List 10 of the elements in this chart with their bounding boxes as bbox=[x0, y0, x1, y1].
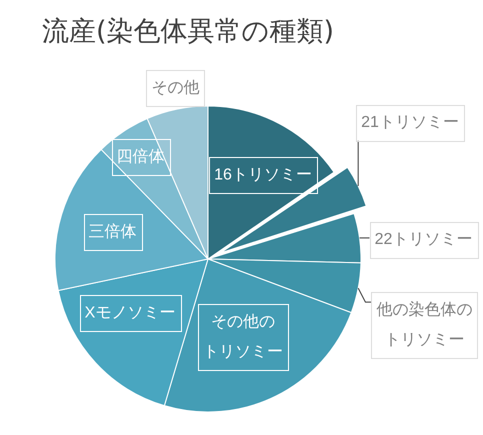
slice-label: 他の染色体のトリソミー bbox=[376, 300, 472, 348]
slice-label: その他のトリソミー bbox=[203, 313, 284, 360]
slice-label: 22トリソミー bbox=[374, 230, 472, 248]
slice-label: 21トリソミー bbox=[361, 114, 459, 132]
chart-title: 流産(染色体異常の種類) bbox=[42, 15, 334, 49]
slice-label: 四倍体 bbox=[116, 147, 165, 166]
slice-label: Xモノソミー bbox=[84, 304, 176, 322]
slice-label: 三倍体 bbox=[88, 222, 137, 240]
slice-label: その他 bbox=[151, 80, 200, 97]
slice-label: 16トリソミー bbox=[214, 166, 312, 184]
